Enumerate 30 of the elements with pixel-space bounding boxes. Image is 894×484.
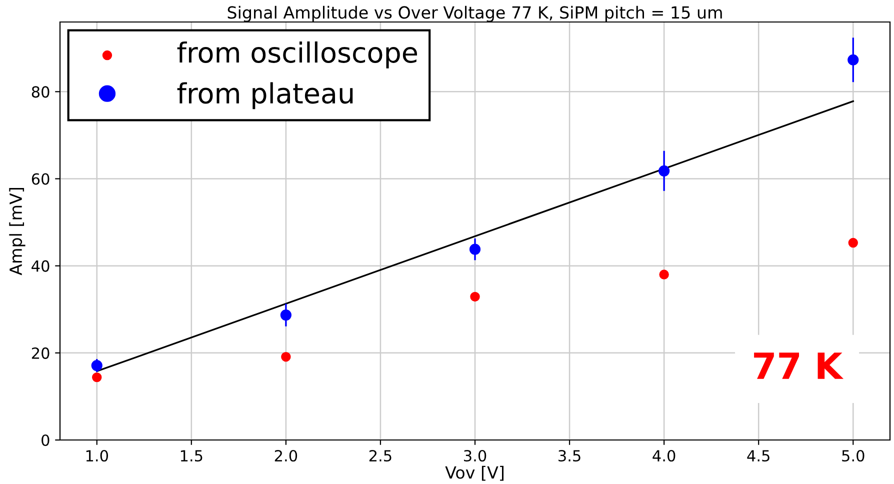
y-tick-label: 80 <box>32 86 50 98</box>
point <box>848 54 859 66</box>
legend-label: from plateau <box>177 82 353 110</box>
y-tick-label: 0 <box>42 434 50 446</box>
legend-label: from oscilloscope <box>177 41 417 68</box>
x-tick-label: 1.0 <box>86 450 108 462</box>
x-tick-label: 2.0 <box>274 450 298 462</box>
y-tick-label: 60 <box>32 173 50 185</box>
y-tick-label: 20 <box>32 347 50 359</box>
x-tick-label: 3.5 <box>558 450 580 462</box>
point <box>470 292 480 302</box>
x-tick-label: 4.0 <box>652 450 676 462</box>
point <box>659 270 669 280</box>
x-tick-label: 5.0 <box>842 450 864 462</box>
x-tick-label: 1.5 <box>180 450 202 462</box>
point <box>848 238 858 248</box>
x-axis-title: Vov [V] <box>445 466 504 481</box>
y-axis-title: Ampl [mV] <box>9 188 26 276</box>
chart-title: Signal Amplitude vs Over Voltage 77 K, SiPM pitch = 15 um <box>228 6 722 22</box>
annotation: 77 K <box>754 352 844 379</box>
point <box>91 360 102 372</box>
point <box>280 309 292 321</box>
point <box>469 244 481 255</box>
point <box>658 165 670 176</box>
point <box>92 372 102 382</box>
y-tick-label: 40 <box>32 260 50 272</box>
x-tick-label: 4.5 <box>747 450 770 462</box>
x-tick-label: 2.5 <box>369 450 392 462</box>
x-tick-label: 3.0 <box>464 450 486 462</box>
point <box>281 352 291 362</box>
